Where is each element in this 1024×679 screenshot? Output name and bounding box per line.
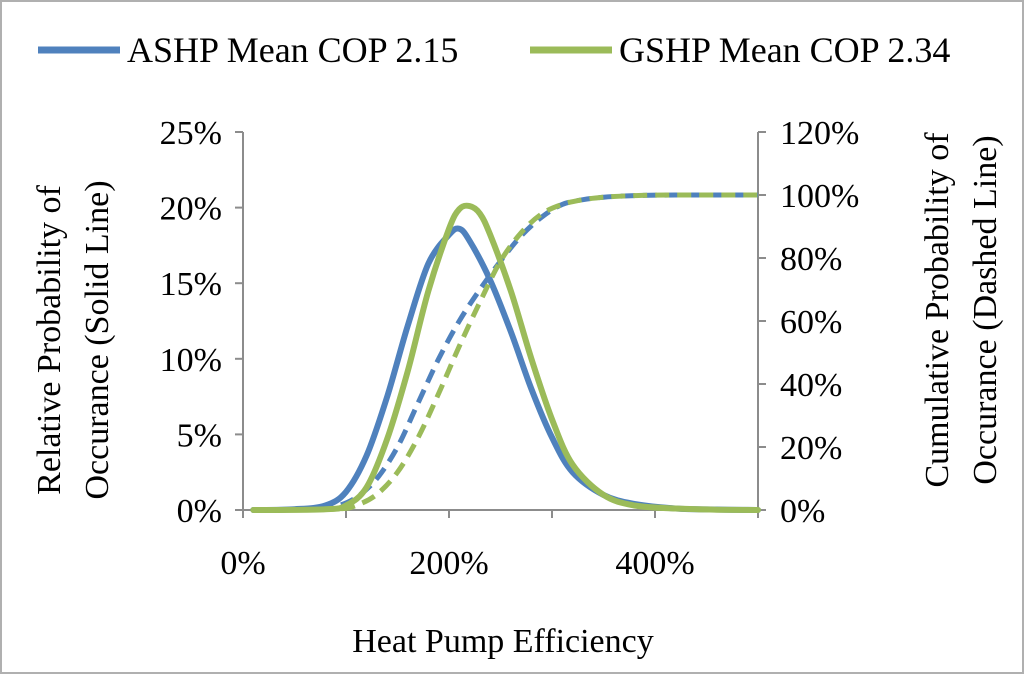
y-axis-right-title-line-1: Cumulative Probability of (919, 132, 956, 488)
y-right-tick-label: 40% (780, 367, 842, 404)
y-left-tick-label: 25% (160, 115, 222, 152)
y-left-tick-label: 20% (160, 191, 222, 228)
series-line-ashp-cumulative (253, 192, 759, 513)
x-axis-title: Heat Pump Efficiency (352, 623, 654, 660)
series-line-gshp-relative (250, 202, 761, 513)
y-right-tick-label: 60% (780, 304, 842, 341)
tick-labels: 0% 200% 400% 0% 5% 10% 15% 20% 25% 0% 20% 40% 60% 80%… (160, 115, 860, 582)
series-lines (250, 192, 761, 513)
x-tick-label: 400% (615, 545, 694, 582)
y-axis-left-title-line-1: Relative Probability of (31, 184, 68, 494)
y-left-tick-label: 15% (160, 266, 222, 303)
ticks (235, 131, 766, 518)
y-right-tick-label: 120% (780, 115, 859, 152)
legend-label-gshp: GSHP Mean COP 2.34 (619, 30, 950, 70)
y-left-tick-label: 0% (177, 493, 222, 530)
y-axis-right-title-line-2: Occurance (Dashed Line) (967, 135, 1004, 484)
legend: ASHP Mean COP 2.15 GSHP Mean COP 2.34 (38, 30, 950, 70)
y-axis-left-title-line-2: Occurance (Solid Line) (79, 180, 116, 499)
y-right-tick-label: 20% (780, 430, 842, 467)
y-axis-right-title: Cumulative Probability of Occurance (Das… (919, 132, 1004, 488)
x-tick-label: 200% (409, 545, 488, 582)
y-left-tick-label: 10% (160, 342, 222, 379)
y-left-tick-label: 5% (177, 417, 222, 454)
y-axis-left-title: Relative Probability of Occurance (Solid… (31, 180, 116, 499)
series-line-gshp-cumulative (253, 192, 759, 513)
legend-label-ashp: ASHP Mean COP 2.15 (127, 30, 458, 70)
y-right-tick-label: 0% (780, 493, 825, 530)
y-right-tick-label: 100% (780, 178, 859, 215)
x-tick-label: 0% (220, 545, 265, 582)
y-right-tick-label: 80% (780, 241, 842, 278)
